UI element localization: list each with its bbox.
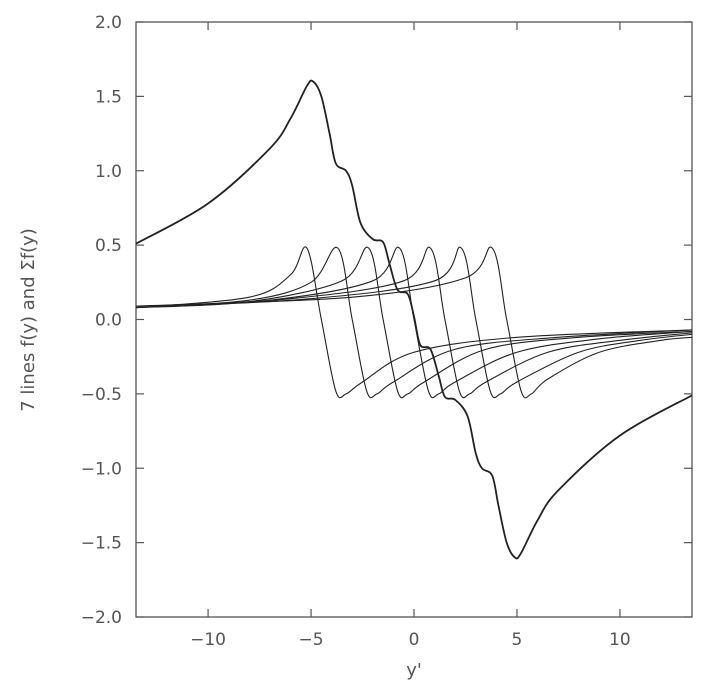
x-tick-label: 0 bbox=[409, 630, 420, 650]
x-axis-label: y' bbox=[406, 660, 422, 681]
component-line-2 bbox=[135, 246, 693, 399]
component-line-5 bbox=[135, 246, 693, 399]
y-tick-label: 2.0 bbox=[95, 13, 122, 33]
x-tick-label: −5 bbox=[299, 630, 324, 650]
component-line-4 bbox=[135, 246, 693, 399]
x-tick-label: 10 bbox=[609, 630, 631, 650]
y-tick-label: 1.5 bbox=[95, 87, 122, 107]
y-tick-label: −1.5 bbox=[81, 534, 122, 554]
component-line-7 bbox=[135, 246, 693, 399]
x-tick-label: 5 bbox=[512, 630, 523, 650]
component-line-6 bbox=[135, 246, 693, 399]
axis-ticks: −10 −5 0 5 10 −2.0 −1.5 −1.0 −0.5 0.0 0.5 1.0 1.5 2.0 bbox=[81, 13, 692, 650]
component-line-3 bbox=[135, 246, 693, 399]
x-tick-label: −10 bbox=[190, 630, 226, 650]
series-lines bbox=[135, 79, 693, 560]
component-line-1 bbox=[135, 246, 693, 399]
y-tick-label: −0.5 bbox=[81, 385, 122, 405]
y-tick-label: −2.0 bbox=[81, 608, 122, 628]
y-axis-label: 7 lines f(y) and Σf(y) bbox=[18, 228, 39, 412]
y-tick-label: −1.0 bbox=[81, 459, 122, 479]
y-tick-label: 0.5 bbox=[95, 236, 122, 256]
y-tick-label: 0.0 bbox=[95, 311, 122, 331]
sum-curve-line bbox=[135, 79, 693, 560]
y-tick-label: 1.0 bbox=[95, 162, 122, 182]
